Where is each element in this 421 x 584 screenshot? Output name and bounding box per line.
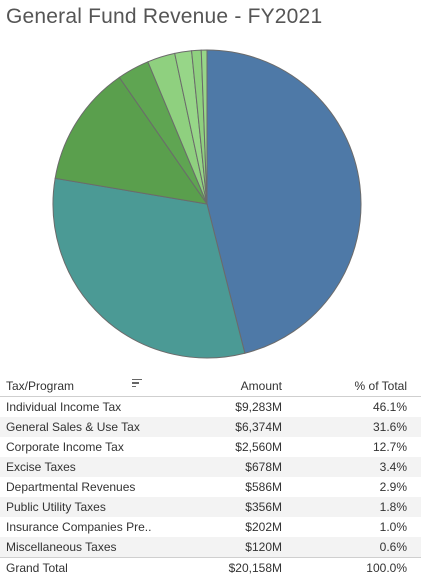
row-pct: 3.4% (379, 460, 407, 474)
row-pct: 31.6% (372, 420, 407, 434)
row-amount: $586M (245, 480, 282, 494)
row-name: Individual Income Tax (6, 400, 122, 414)
row-name: Miscellaneous Taxes (6, 540, 117, 554)
sort-descending-icon[interactable] (132, 379, 142, 389)
row-pct: 1.0% (379, 520, 407, 534)
row-pct: 46.1% (372, 400, 407, 414)
table-row[interactable]: Excise Taxes $678M 3.4% (0, 457, 421, 477)
row-name: Excise Taxes (6, 460, 76, 474)
table-row[interactable]: Miscellaneous Taxes $120M 0.6% (0, 537, 421, 557)
row-name: Departmental Revenues (6, 480, 136, 494)
row-name: Insurance Companies Pre.. (6, 520, 152, 534)
row-amount: $202M (245, 520, 282, 534)
table-row[interactable]: General Sales & Use Tax $6,374M 31.6% (0, 417, 421, 437)
row-amount: $6,374M (235, 420, 282, 434)
pie-chart[interactable] (0, 40, 421, 370)
row-amount: $2,560M (235, 440, 282, 454)
pie-slice-individual-income-tax[interactable] (206, 49, 362, 354)
table-row[interactable]: Public Utility Taxes $356M 1.8% (0, 497, 421, 517)
row-amount: $120M (245, 540, 282, 554)
total-label: Grand Total (6, 561, 68, 575)
total-pct: 100.0% (366, 561, 407, 575)
table-row[interactable]: Departmental Revenues $586M 2.9% (0, 477, 421, 497)
pie-slice-corporate-income-tax[interactable] (54, 76, 209, 205)
table-row[interactable]: Corporate Income Tax $2,560M 12.7% (0, 437, 421, 457)
col-header-amount[interactable]: Amount (240, 379, 282, 393)
row-name: Public Utility Taxes (6, 500, 106, 514)
table-row[interactable]: Individual Income Tax $9,283M 46.1% (0, 397, 421, 417)
col-header-pct[interactable]: % of Total (354, 379, 407, 393)
grand-total-row: Grand Total $20,158M 100.0% (0, 557, 421, 578)
col-header-tax-program[interactable]: Tax/Program (6, 379, 75, 393)
table-body: Individual Income Tax $9,283M 46.1% General… (0, 397, 421, 557)
table-header: Tax/Program Amount % of Total (0, 376, 421, 397)
pie-slice-miscellaneous-taxes[interactable] (200, 49, 208, 205)
pie-slice-general-sales-use-tax[interactable] (52, 177, 246, 359)
row-pct: 1.8% (379, 500, 407, 514)
row-amount: $9,283M (235, 400, 282, 414)
row-name: General Sales & Use Tax (6, 420, 140, 434)
row-pct: 0.6% (379, 540, 407, 554)
row-pct: 12.7% (372, 440, 407, 454)
row-pct: 2.9% (379, 480, 407, 494)
row-name: Corporate Income Tax (6, 440, 124, 454)
revenue-table: Tax/Program Amount % of Total Individual… (0, 376, 421, 578)
table-row[interactable]: Insurance Companies Pre.. $202M 1.0% (0, 517, 421, 537)
chart-title: General Fund Revenue - FY2021 (6, 5, 323, 28)
row-amount: $356M (245, 500, 282, 514)
total-amount: $20,158M (228, 561, 282, 575)
row-amount: $678M (245, 460, 282, 474)
